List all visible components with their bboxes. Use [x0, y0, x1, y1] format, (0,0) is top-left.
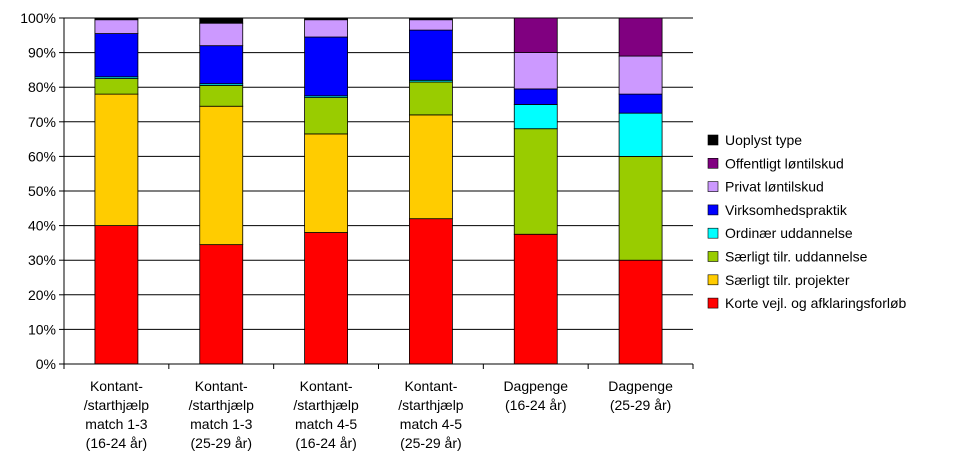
legend-label: Uoplyst type	[725, 132, 802, 148]
x-category-label: Kontant-/starthjælp match 1-3 (16-24 år)	[84, 378, 150, 451]
bar-segment	[304, 19, 348, 38]
legend-label: Ordinær uddannelse	[725, 225, 853, 241]
legend-label: Privat løntilskud	[725, 179, 824, 195]
x-category-label: Kontant-/starthjælp match 4-5 (16-24 år)	[293, 378, 359, 451]
bar-segment	[618, 17, 663, 57]
legend-label: Offentligt løntilskud	[725, 155, 844, 171]
x-category-label: Kontant-/starthjælp match 4-5 (25-29 år)	[398, 378, 464, 451]
bar-segment	[513, 233, 558, 365]
legend-swatch	[707, 297, 719, 309]
y-axis: 0% 10% 20% 30% 40% 50% 60% 70% 80% 90% 100%	[20, 10, 65, 372]
bar-segment	[618, 93, 663, 114]
x-category-label: Dagpenge (25-29 år)	[608, 378, 673, 413]
bar-segment	[304, 133, 348, 233]
bar-segment	[94, 33, 139, 78]
bar-segment	[304, 17, 348, 21]
y-tick-label: 100%	[20, 10, 56, 26]
bar-segment	[409, 114, 453, 220]
y-tick-label: 90%	[28, 45, 56, 61]
legend-label: Virksomhedspraktik	[725, 202, 848, 218]
bar-segment	[409, 17, 453, 21]
bar-segment	[94, 19, 139, 34]
legend-swatch	[707, 274, 719, 286]
legend-label: Korte vejl. og afklaringsforløb	[725, 295, 907, 311]
bar-segment	[94, 225, 139, 365]
gridlines	[64, 17, 693, 365]
legend-swatch	[707, 134, 719, 146]
y-tick-label: 60%	[28, 148, 56, 164]
bar-segment	[199, 105, 244, 246]
bar-segment	[618, 112, 663, 157]
y-tick-label: 10%	[28, 321, 56, 337]
legend-swatch	[707, 158, 719, 169]
x-category-label: Kontant-/starthjælp match 1-3 (25-29 år)	[189, 378, 255, 451]
y-tick-label: 80%	[28, 79, 56, 95]
bar-segment	[304, 36, 348, 97]
bars	[94, 17, 663, 365]
x-category-label: Dagpenge (16-24 år)	[503, 378, 568, 413]
bar-segment	[199, 85, 244, 107]
legend-swatch	[707, 204, 719, 216]
bar-segment	[94, 78, 139, 95]
bar-segment	[513, 52, 558, 90]
y-tick-label: 70%	[28, 114, 56, 130]
bar-segment	[304, 232, 348, 365]
bar-segment	[409, 218, 453, 365]
bar-segment	[513, 17, 558, 53]
y-tick-label: 40%	[28, 218, 56, 234]
legend-swatch	[707, 181, 719, 192]
y-tick-label: 30%	[28, 252, 56, 268]
bar-segment	[409, 29, 453, 81]
bar-segment	[409, 19, 453, 31]
bar-segment	[304, 97, 348, 135]
bar-segment	[409, 81, 453, 116]
bar-segment	[199, 22, 244, 47]
bar-segment	[94, 17, 139, 21]
y-tick-label: 20%	[28, 287, 56, 303]
bar-segment	[94, 93, 139, 226]
legend-label: Særligt tilr. projekter	[725, 272, 850, 288]
bar-segment	[618, 55, 663, 95]
bar-segment	[199, 17, 244, 24]
bar-segment	[618, 155, 663, 261]
bar-segment	[513, 88, 558, 105]
legend-swatch	[707, 227, 719, 239]
legend-label: Særligt tilr. uddannelse	[725, 249, 868, 265]
y-tick-label: 50%	[28, 183, 56, 199]
legend: Uoplyst type Offentligt løntilskud Privat …	[707, 132, 907, 311]
bar-segment	[199, 244, 244, 365]
bar-segment	[513, 104, 558, 130]
bar-segment	[513, 128, 558, 235]
bar-segment	[618, 259, 663, 365]
y-tick-label: 0%	[36, 356, 56, 372]
bar-segment	[199, 45, 244, 85]
legend-swatch	[707, 251, 719, 262]
x-axis: Kontant-/starthjælp match 1-3 (16-24 år) Ko…	[63, 363, 694, 451]
